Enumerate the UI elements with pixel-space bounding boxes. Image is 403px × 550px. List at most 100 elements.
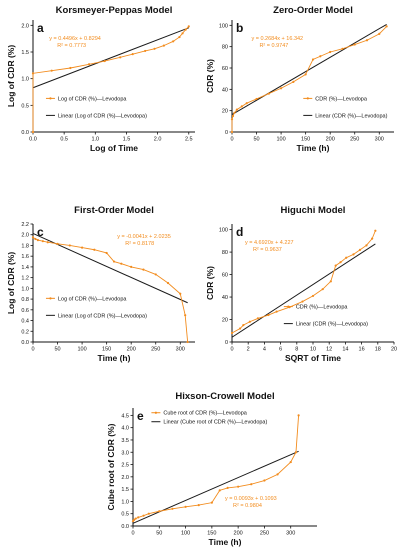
series-line [32,26,190,132]
data-point [341,47,344,50]
fit-equation: y = 4.6920x + 4.227 [245,240,294,246]
data-point [153,47,156,50]
y-tick-label: 40 [222,295,228,301]
y-tick-label: 2.5 [121,463,129,469]
x-tick-label: 14 [342,347,348,353]
data-point [230,118,234,121]
chart-title: Higuchi Model [281,205,346,216]
panel-letter: a [37,21,44,35]
x-axis-label: Log of Time [90,143,138,153]
fit-line [32,27,189,89]
data-point [267,92,270,95]
data-point [365,244,368,247]
x-tick-label: 300 [176,347,185,353]
fit-equation: y = 0.2684x + 16.342 [251,36,303,42]
x-tick-label: 12 [326,347,332,353]
data-point [80,246,84,249]
data-point [250,483,253,486]
data-point [46,241,49,244]
data-point [239,327,242,330]
y-tick-label: 0.5 [21,103,29,109]
y-tick-label: 1.2 [21,276,29,282]
data-point [31,236,35,239]
x-axis-label: Time (h) [209,537,242,547]
y-axis-label: Log of CDR (%) [6,252,16,314]
fit-r-squared: R² = 0.9804 [233,503,262,509]
x-tick-label: 1.0 [91,137,99,143]
x-tick-label: 250 [151,347,160,353]
data-point [230,331,234,335]
y-tick-label: 0.5 [121,512,129,518]
data-point [358,248,362,251]
fit-line [231,23,387,116]
series-line [132,415,300,522]
data-point [334,264,337,267]
data-point [248,320,251,323]
legend-marker [49,97,52,100]
series-line [32,237,189,343]
fit-r-squared: R² = 0.7773 [57,43,86,49]
y-tick-label: 3.0 [121,450,129,456]
data-point [147,512,150,515]
data-point [197,504,200,507]
x-tick-label: 250 [260,531,269,537]
data-point [230,130,234,134]
legend-entry: CDR (%)—Levodopa [296,305,349,311]
data-point [132,518,136,521]
y-tick-label: 0.4 [21,319,29,325]
data-point [279,87,283,90]
data-point [319,55,322,58]
y-tick-label: 0.8 [21,297,29,303]
data-point [304,73,307,76]
x-tick-label: 2.0 [154,137,162,143]
data-point [267,313,270,317]
data-point [297,414,300,417]
y-tick-label: 0.2 [21,329,29,335]
x-tick-label: 1.5 [123,137,131,143]
data-point [120,262,123,265]
y-tick-label: 20 [222,318,228,324]
x-tick-label: 150 [301,137,310,143]
data-point [41,240,44,243]
y-tick-label: 0 [225,130,228,136]
data-point [218,489,221,492]
data-point [374,229,377,232]
legend-entry: Linear (Log of CDR (%)—Levodopa) [58,113,147,119]
data-point [226,486,229,489]
y-tick-label: 40 [222,87,228,93]
fit-line [32,233,188,304]
legend-marker [49,297,52,300]
data-point [345,256,348,259]
data-point [184,314,187,317]
fit-equation: y = 0.4496x + 0.8294 [49,36,101,42]
data-point [184,28,187,31]
legend-marker [154,411,157,414]
legend-entry: Linear (Log of CDR (%)—Levodopa) [58,313,147,319]
data-point [50,69,53,72]
x-tick-label: 200 [326,137,335,143]
series-line [231,230,376,334]
x-tick-label: 50 [253,137,259,143]
data-point [184,505,187,508]
data-point [112,260,116,263]
y-tick-label: 2.0 [21,23,29,29]
x-tick-label: 8 [295,347,298,353]
data-point [329,50,332,54]
panel-d: Higuchi Model d 0 2 4 6 8 10 12 14 16 18 20 0 20 40 60 80… [205,205,397,363]
data-point [171,507,174,510]
data-point [365,39,369,42]
data-point [353,43,356,46]
legend-marker [287,305,290,308]
data-point [181,32,184,35]
data-point [105,251,108,255]
fit-r-squared: R² = 0.9747 [259,43,288,49]
x-axis-label: SQRT of Time [285,353,341,363]
legend-entry: CDR (%)—Levodopa [315,96,368,102]
y-tick-label: 4.0 [121,426,129,432]
x-tick-label: 0 [131,531,134,537]
data-point [87,63,91,66]
data-point [378,32,381,35]
x-tick-label: 2 [247,347,250,353]
data-point [245,102,248,105]
y-tick-label: 1.0 [21,77,29,83]
